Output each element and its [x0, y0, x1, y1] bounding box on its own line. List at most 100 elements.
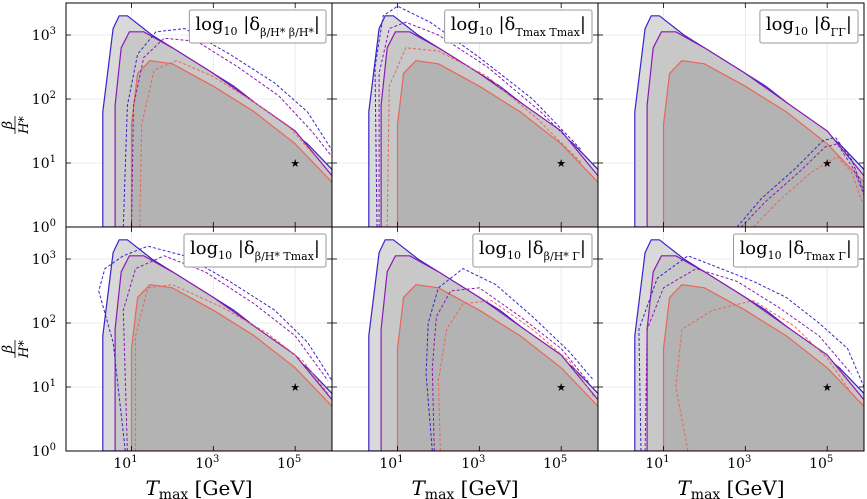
y-tick-label: 100 [32, 218, 56, 236]
y-tick-label: 100 [32, 442, 56, 460]
panel-plot-area: ★ [598, 227, 864, 451]
tick-base: 10 [32, 156, 50, 172]
benchmark-star: ★ [290, 381, 300, 394]
legend-base: 10 [218, 249, 232, 262]
dashed-contour-red [139, 60, 316, 227]
panel-legend-box [444, 9, 593, 44]
tick-exponent: 5 [827, 454, 833, 465]
contour-inner-red [662, 59, 864, 227]
tick-exponent: 3 [479, 454, 485, 465]
dashed-contour-red [675, 300, 853, 451]
legend-log: log [740, 238, 768, 259]
legend-delta: |δ [232, 238, 255, 259]
y-tick-label: 101 [32, 378, 56, 396]
x-tick-label: 101 [379, 454, 403, 472]
legend-subscript: ΓΓ [831, 26, 847, 39]
x-label-unit: [GeV] [188, 476, 252, 499]
contour-inner-red [662, 283, 864, 451]
x-label-sub: max [425, 487, 455, 499]
y-tick-label: 103 [32, 250, 56, 268]
benchmark-star: ★ [822, 381, 832, 394]
legend-delta: |δ [808, 14, 831, 35]
x-label-sub: max [159, 487, 189, 499]
tick-exponent: 1 [50, 378, 56, 389]
tick-exponent: 5 [561, 454, 567, 465]
y-axis-label: β H* [0, 116, 32, 135]
dashed-contour-red [386, 47, 582, 227]
legend-close: | [846, 238, 852, 259]
dashed-contour-blue [736, 136, 864, 227]
benchmark-star: ★ [556, 381, 566, 394]
tick-base: 10 [32, 28, 50, 44]
panel-legend-box [188, 9, 327, 44]
panel-legend-box [472, 233, 593, 268]
x-tick-label: 103 [195, 454, 219, 472]
y-label-numerator: β [0, 121, 16, 130]
panel-2: ★ log10 |δTmax Tmax| [331, 2, 599, 228]
contour-inner-red [396, 59, 598, 227]
tick-exponent: 0 [50, 442, 56, 453]
panel-legend-box [759, 9, 859, 44]
x-tick-label: 103 [461, 454, 485, 472]
x-label-main: T [145, 476, 160, 499]
tick-base: 10 [277, 456, 295, 472]
x-label-sub: max [691, 487, 721, 499]
x-tick-label: 105 [809, 454, 833, 472]
x-label-main: T [677, 476, 692, 499]
panel-plot-area: ★ [598, 3, 864, 227]
tick-base: 10 [645, 456, 663, 472]
legend-log: log [479, 238, 507, 259]
tick-base: 10 [727, 456, 745, 472]
panel-legend-text: log10 |δTmax Tmax| [451, 14, 586, 39]
legend-close: | [580, 238, 586, 259]
panel-legend-text: log10 |δβ/H* Tmax| [190, 238, 320, 263]
legend-subscript: β/H* Tmax [255, 250, 315, 263]
tick-base: 10 [195, 456, 213, 472]
x-label-unit: [GeV] [720, 476, 784, 499]
x-axis-label: Tmax [GeV] [145, 476, 252, 499]
panel-3: ★ log10 |δΓΓ| [597, 2, 865, 228]
y-tick-label: 101 [32, 154, 56, 172]
tick-exponent: 2 [50, 90, 56, 101]
tick-base: 10 [461, 456, 479, 472]
contour-inner-red [396, 283, 598, 451]
legend-close: | [580, 14, 586, 35]
tick-base: 10 [809, 456, 827, 472]
y-label-denominator: H* [17, 340, 32, 359]
y-axis-label: β H* [0, 340, 32, 359]
y-label-denominator: H* [17, 116, 32, 135]
legend-base: 10 [768, 249, 782, 262]
legend-base: 10 [794, 25, 808, 38]
panel-legend: log10 |δTmax Tmax| [444, 9, 593, 44]
panel-legend-text: log10 |δTmax Γ| [740, 238, 853, 263]
x-axis-label: Tmax [GeV] [411, 476, 518, 499]
y-label-numerator: β [0, 345, 16, 354]
dashed-contour-blue [122, 28, 332, 227]
panel-legend-box [183, 233, 327, 268]
legend-subscript: β/H* Γ [544, 250, 581, 263]
legend-log: log [766, 14, 794, 35]
tick-exponent: 3 [745, 454, 751, 465]
tick-exponent: 3 [213, 454, 219, 465]
panel-legend: log10 |δβ/H* Γ| [472, 233, 593, 268]
legend-close: | [846, 14, 852, 35]
legend-base: 10 [223, 25, 237, 38]
tick-base: 10 [32, 380, 50, 396]
panel-legend-box [733, 233, 859, 268]
panel-legend-text: log10 |δΓΓ| [766, 14, 852, 39]
x-tick-label: 105 [543, 454, 567, 472]
panel-legend-text: log10 |δβ/H* Γ| [479, 238, 586, 263]
dashed-contour-red [753, 155, 863, 227]
dashed-contour-blue [638, 255, 864, 451]
dashed-contour-purple [431, 287, 591, 451]
tick-base: 10 [543, 456, 561, 472]
dashed-contour-purple [740, 143, 864, 227]
dashed-contour-blue [374, 5, 582, 227]
dashed-contour-blue [425, 268, 595, 451]
tick-exponent: 1 [397, 454, 403, 465]
dashed-contour-red [437, 300, 595, 451]
panel-frame [597, 226, 865, 452]
